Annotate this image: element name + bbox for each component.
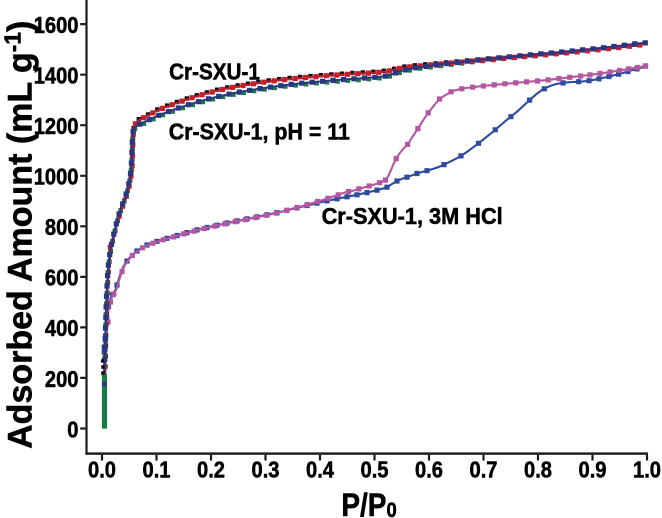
svg-text:800: 800 (45, 214, 79, 241)
svg-text:400: 400 (45, 315, 79, 342)
svg-text:1400: 1400 (34, 62, 79, 89)
svg-text:0.7: 0.7 (470, 456, 498, 483)
svg-text:0.9: 0.9 (579, 456, 607, 483)
svg-text:Adsorbed Amount (mL g-1): Adsorbed Amount (mL g-1) (0, 21, 40, 449)
svg-text:1000: 1000 (34, 163, 79, 190)
svg-text:P/P0: P/P0 (341, 488, 396, 518)
svg-text:Cr-SXU-1, 3M HCl: Cr-SXU-1, 3M HCl (322, 203, 503, 229)
svg-text:0.6: 0.6 (415, 456, 443, 483)
svg-text:1600: 1600 (34, 12, 79, 39)
svg-text:600: 600 (45, 264, 79, 291)
svg-text:200: 200 (45, 366, 79, 393)
svg-text:1200: 1200 (34, 113, 79, 140)
svg-text:0.3: 0.3 (252, 456, 280, 483)
svg-text:0.4: 0.4 (306, 456, 334, 483)
svg-text:0.1: 0.1 (143, 456, 171, 483)
svg-text:0.0: 0.0 (88, 456, 116, 483)
svg-text:0.8: 0.8 (524, 456, 552, 483)
svg-text:0.5: 0.5 (361, 456, 389, 483)
svg-text:0: 0 (67, 416, 78, 443)
svg-text:1.0: 1.0 (633, 456, 661, 483)
svg-text:Cr-SXU-1: Cr-SXU-1 (169, 58, 260, 85)
svg-text:0.2: 0.2 (197, 456, 225, 483)
svg-text:Cr-SXU-1, pH = 11: Cr-SXU-1, pH = 11 (169, 118, 350, 144)
